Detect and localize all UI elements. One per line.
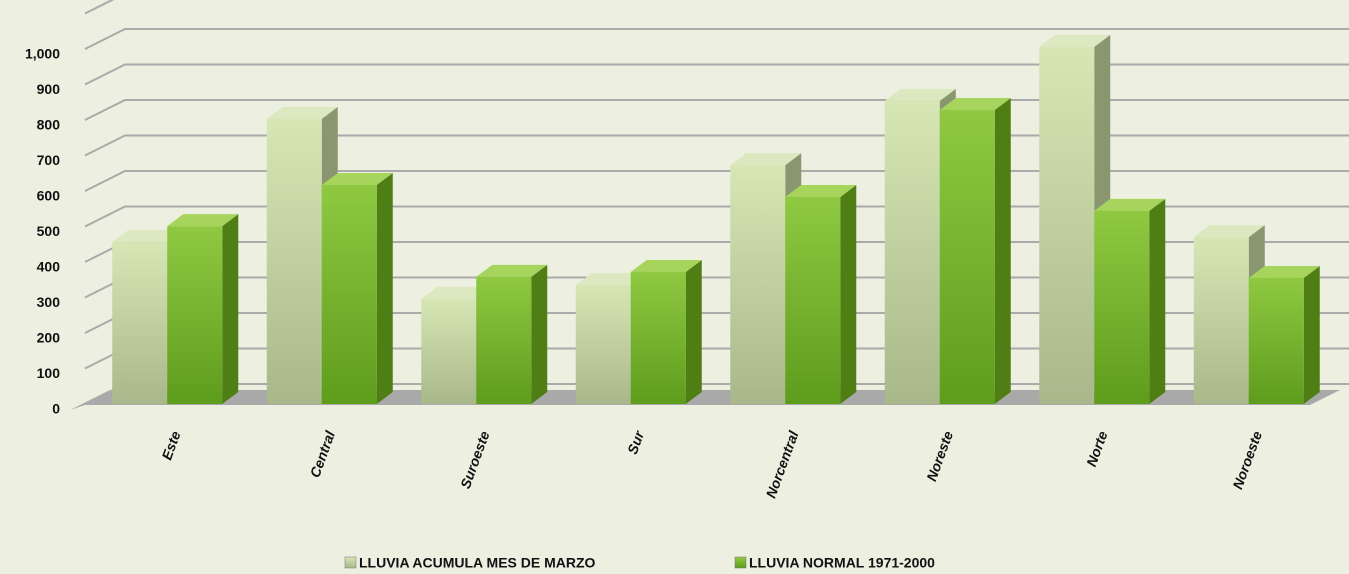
bar-top (421, 286, 493, 299)
y-tick-label: 100 (37, 365, 61, 381)
x-tick-label: Norte (1083, 429, 1111, 469)
x-tick-label: Este (158, 429, 183, 462)
bar-front (785, 197, 841, 404)
legend-label: LLUVIA NORMAL 1971-2000 (749, 555, 935, 571)
bar-front (1094, 210, 1150, 404)
bar-side (376, 172, 393, 404)
bar-top (112, 230, 184, 243)
bar (630, 259, 702, 404)
bar-top (167, 214, 239, 227)
bar (939, 98, 1011, 404)
y-tick-label: 600 (37, 188, 61, 204)
bar-front (575, 285, 631, 404)
bar-top (1039, 34, 1111, 47)
bar-top (476, 264, 548, 277)
x-tick-label: Norcentral (763, 428, 802, 500)
x-tick-label: Sur (624, 427, 648, 456)
bar-side (840, 185, 857, 404)
bar-top (730, 153, 802, 166)
bar-top (266, 106, 338, 119)
x-tick-label: Noroeste (1229, 429, 1265, 492)
bar-side (531, 264, 548, 404)
bar-front (476, 276, 532, 404)
bar-top (884, 88, 956, 101)
bar (1094, 198, 1166, 404)
bar-top (1094, 198, 1166, 211)
bar-front (321, 184, 377, 404)
x-tick-label: Noreste (923, 429, 956, 484)
bar-top (630, 259, 702, 272)
x-tick-label: Central (307, 428, 339, 480)
bar-front (630, 271, 686, 404)
bar-front (730, 165, 786, 404)
legend-swatch (734, 556, 747, 569)
bar-top (785, 185, 857, 198)
y-tick-label: 300 (37, 294, 61, 310)
legend-label: LLUVIA ACUMULA MES DE MARZO (359, 555, 596, 571)
y-tick-label: 700 (37, 152, 61, 168)
bar-top (1193, 225, 1265, 238)
bar-front (167, 226, 223, 404)
bar (321, 172, 393, 404)
y-tick-label: 200 (37, 330, 61, 346)
bar (785, 185, 857, 404)
bar-front (1193, 237, 1249, 404)
grid-line (84, 63, 1349, 86)
bar-front (266, 118, 322, 404)
bar-top (321, 172, 393, 185)
legend-swatch (344, 556, 357, 569)
bar (1248, 265, 1320, 404)
bar-side (685, 259, 702, 404)
y-tick-label: 0 (52, 401, 60, 417)
y-tick-label: 900 (37, 81, 61, 97)
bar-front (884, 100, 940, 404)
bar-front (1039, 46, 1095, 405)
bar-top (939, 98, 1011, 111)
bar-front (112, 242, 168, 404)
y-tick-label: 500 (37, 223, 61, 239)
grid-line (84, 28, 1349, 50)
bar-side (1149, 198, 1166, 404)
grid-line (84, 0, 115, 15)
bar (476, 264, 548, 404)
bar-side (1303, 265, 1320, 404)
bar-top (1248, 265, 1320, 278)
x-tick-label: Suroeste (457, 429, 493, 491)
bar (167, 214, 239, 404)
bar-top (575, 273, 647, 286)
bar-side (994, 98, 1011, 404)
bar-front (421, 298, 477, 404)
y-tick-label: 1,000 (25, 46, 60, 62)
y-tick-label: 400 (37, 259, 61, 275)
bar-front (1248, 277, 1304, 404)
y-tick-label: 800 (37, 117, 61, 133)
bar-front (939, 110, 995, 404)
bar-side (222, 214, 239, 404)
